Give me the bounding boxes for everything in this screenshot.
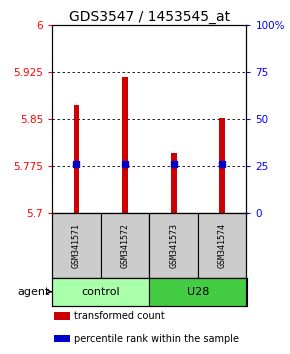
- Text: GSM341573: GSM341573: [169, 223, 178, 268]
- Bar: [74, 105, 79, 213]
- Title: GDS3547 / 1453545_at: GDS3547 / 1453545_at: [69, 10, 230, 24]
- Bar: [219, 118, 225, 213]
- Text: transformed count: transformed count: [74, 311, 164, 321]
- Bar: [54, 312, 70, 320]
- Text: control: control: [81, 287, 120, 297]
- Text: GSM341574: GSM341574: [218, 223, 227, 268]
- Text: U28: U28: [187, 287, 209, 297]
- Bar: [149, 213, 198, 278]
- Bar: [54, 335, 70, 342]
- Bar: [52, 278, 149, 306]
- Bar: [149, 278, 246, 306]
- Bar: [171, 153, 177, 213]
- Bar: [52, 213, 101, 278]
- Text: GSM341571: GSM341571: [72, 223, 81, 268]
- Bar: [122, 78, 128, 213]
- Bar: [198, 213, 246, 278]
- Text: percentile rank within the sample: percentile rank within the sample: [74, 334, 239, 344]
- Text: agent: agent: [17, 287, 50, 297]
- Text: GSM341572: GSM341572: [121, 223, 130, 268]
- Bar: [101, 213, 149, 278]
